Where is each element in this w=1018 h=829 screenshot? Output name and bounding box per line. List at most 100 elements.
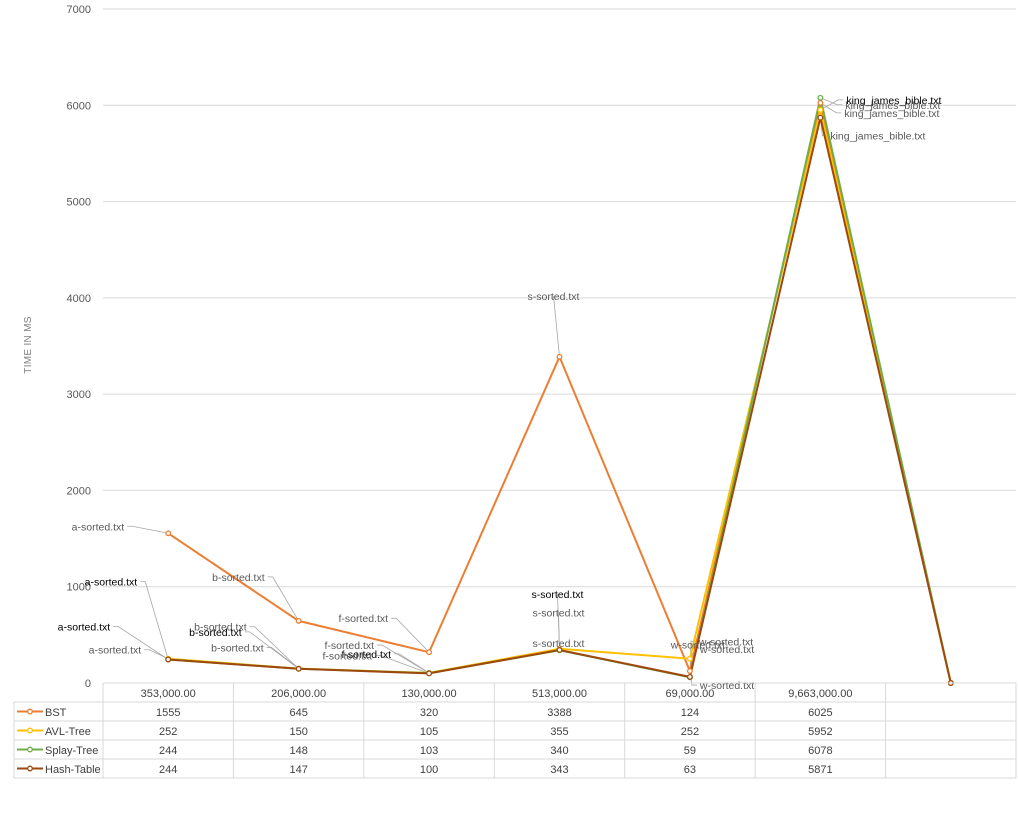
- leader-line: [244, 631, 299, 670]
- label-leader-lines: [113, 97, 844, 686]
- table-cell: 63: [684, 764, 696, 776]
- table-cell: 150: [289, 726, 307, 738]
- legend-key-marker: [27, 727, 33, 734]
- legend-key-marker: [27, 746, 33, 753]
- data-label: w-sorted.txt: [698, 636, 753, 648]
- legend-key-marker: [27, 765, 33, 772]
- y-axis-tick-labels: 0 1000 2000 3000 4000 5000 6000 7000: [67, 4, 91, 690]
- table-cell: 1555: [156, 707, 180, 719]
- table-cell: 124: [681, 707, 699, 719]
- data-point-labels: a-sorted.txt a-sorted.txt a-sorted.txt a-so…: [58, 95, 942, 692]
- data-label: s-sorted.txt: [528, 291, 580, 303]
- leader-line: [820, 99, 844, 111]
- data-point: [817, 99, 824, 106]
- leader-line: [140, 581, 169, 660]
- data-label: a-sorted.txt: [58, 622, 111, 634]
- data-label: w-sorted.txt: [699, 644, 754, 656]
- data-label: b-sorted.txt: [212, 572, 265, 584]
- data-label: b-sorted.txt: [189, 627, 242, 639]
- table-cell: 105: [420, 726, 438, 738]
- x-category-label: 69,000.00: [665, 688, 714, 700]
- table-cell: 147: [289, 764, 307, 776]
- table-cell: 355: [550, 726, 568, 738]
- leader-line: [375, 654, 430, 674]
- leader-line: [820, 102, 842, 114]
- data-point: [556, 353, 563, 360]
- leader-line: [553, 295, 560, 357]
- data-table: 353,000.00 206,000.00 130,000.00 513,000.00…: [13, 682, 1017, 779]
- x-category-label: 206,000.00: [271, 688, 326, 700]
- legend-series-name: Hash-Table: [45, 764, 101, 776]
- table-cell: 645: [289, 707, 307, 719]
- data-label: f-sorted.txt: [322, 650, 372, 662]
- table-cell: 100: [420, 764, 438, 776]
- data-label: s-sorted.txt: [532, 589, 584, 601]
- table-cell: 3388: [547, 707, 571, 719]
- leader-line: [267, 576, 299, 622]
- data-label: a-sorted.txt: [89, 645, 142, 657]
- leader-line: [377, 644, 430, 674]
- table-cell: 59: [684, 745, 696, 757]
- table-cell: 252: [681, 726, 699, 738]
- y-tick-label: 3000: [67, 389, 91, 401]
- data-point: [556, 647, 563, 653]
- data-point: [165, 530, 172, 537]
- data-label: a-sorted.txt: [72, 521, 125, 533]
- leader-line: [127, 525, 169, 534]
- legend-series-name: AVL-Tree: [45, 726, 91, 738]
- legend-series-name: Splay-Tree: [45, 745, 98, 757]
- y-tick-label: 1000: [67, 582, 91, 594]
- data-label: king_james_bible.txt: [846, 95, 941, 107]
- leader-line: [113, 626, 169, 660]
- table-cell: 103: [420, 745, 438, 757]
- table-cell: 252: [159, 726, 177, 738]
- data-label: f-sorted.txt: [324, 640, 374, 652]
- data-point: [426, 649, 433, 656]
- data-point: [295, 617, 302, 624]
- y-tick-label: 7000: [67, 4, 91, 16]
- table-cell: 5871: [808, 764, 832, 776]
- x-category-label: 9,663,000.00: [788, 688, 852, 700]
- data-point: [686, 668, 693, 675]
- data-label: king_james_bible.txt: [830, 131, 925, 143]
- data-label: b-sorted.txt: [194, 622, 247, 634]
- leader-line: [391, 617, 430, 653]
- leader-line: [394, 653, 430, 674]
- y-tick-label: 2000: [67, 485, 91, 497]
- table-cell: 340: [550, 745, 568, 757]
- table-cell: 244: [159, 764, 177, 776]
- x-category-label: 513,000.00: [532, 688, 587, 700]
- table-cell: 6078: [808, 745, 832, 757]
- data-point: [426, 670, 433, 677]
- y-tick-label: 6000: [67, 100, 91, 112]
- leader-line: [249, 626, 299, 670]
- data-label: a-sorted.txt: [85, 577, 138, 589]
- table-cell: 244: [159, 745, 177, 757]
- data-point: [817, 94, 824, 101]
- data-label: s-sorted.txt: [533, 638, 585, 650]
- table-cell: 5952: [808, 726, 832, 738]
- data-label: f-sorted.txt: [341, 649, 391, 661]
- legend-key-marker: [27, 708, 33, 715]
- x-category-label: 130,000.00: [402, 688, 457, 700]
- data-point: [295, 665, 302, 672]
- y-axis-title: TIME IN MS: [23, 316, 34, 373]
- legend-series-name: BST: [45, 707, 67, 719]
- x-category-label: 353,000.00: [141, 688, 196, 700]
- data-point: [817, 106, 824, 113]
- data-label: king_james_bible.txt: [845, 100, 940, 112]
- gridlines: [103, 8, 1016, 684]
- data-label: f-sorted.txt: [338, 613, 388, 625]
- y-tick-label: 0: [85, 678, 91, 690]
- table-cell: 6025: [808, 707, 832, 719]
- table-cell: 343: [550, 764, 568, 776]
- data-label: w-sorted.txt: [670, 640, 725, 652]
- data-point: [165, 656, 172, 663]
- table-cell: 320: [420, 707, 438, 719]
- data-point: [686, 655, 693, 662]
- data-label: b-sorted.txt: [211, 643, 264, 655]
- table-cell: 148: [289, 745, 307, 757]
- leader-line: [820, 97, 843, 106]
- data-label: king_james_bible.txt: [844, 108, 939, 120]
